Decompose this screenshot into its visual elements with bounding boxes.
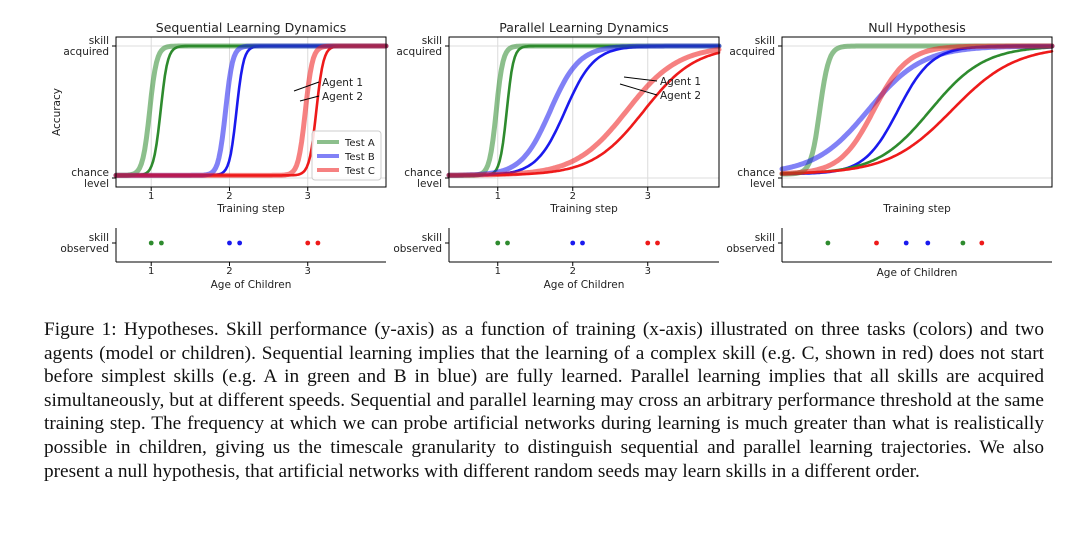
y-tick-label-skill: skill [89, 35, 109, 47]
observed-point-test-c [979, 240, 985, 246]
panel-title: Parallel Learning Dynamics [499, 20, 668, 35]
observed-x-axis-label: Age of Children [544, 279, 625, 291]
y-tick-label-level: level [417, 178, 442, 190]
x-tick-label: 2 [570, 191, 576, 202]
y-tick-label-chance: chance [737, 167, 775, 179]
observed-x-tick-label: 3 [645, 266, 651, 277]
panel-3: Null Hypothesis Training step skillacquire… [729, 20, 1055, 215]
figure-caption: Figure 1: Hypotheses. Skill performance … [44, 319, 1044, 482]
panel-1: Sequential Learning Dynamics 1 2 3 Training … [51, 20, 389, 215]
observed-x-tick-label: 3 [305, 266, 311, 277]
observed-point-test-b [570, 240, 576, 246]
y-tick-label-acquired: acquired [63, 46, 109, 58]
curve-test-c-agent-1 [446, 47, 722, 178]
hypotheses-figure: Sequential Learning Dynamics 1 2 3 Training … [51, 20, 1055, 291]
observed-point-test-b [903, 240, 909, 246]
x-tick-label: 1 [148, 191, 154, 202]
observed-point-test-c [645, 240, 651, 246]
observed-y-label-skill: skill [755, 232, 775, 244]
observed-x-axis-label: Age of Children [211, 279, 292, 291]
x-tick-label: 3 [645, 191, 651, 202]
observed-y-label-skill: skill [89, 232, 109, 244]
observed-point-test-a [960, 240, 966, 246]
observed-x-tick-label: 2 [226, 266, 232, 277]
annotation-arrow-agent-2 [619, 83, 658, 96]
legend-label: Test C [344, 166, 375, 177]
panel-title: Null Hypothesis [868, 20, 966, 35]
observed-point-test-b [580, 240, 585, 246]
x-tick-label: 1 [495, 191, 501, 202]
observed-point-test-b [237, 240, 243, 246]
axes-frame [115, 36, 387, 188]
y-tick-label-skill: skill [755, 35, 775, 47]
x-tick-label: 3 [305, 191, 311, 202]
observed-point-test-c [655, 240, 660, 246]
observed-point-test-a [825, 240, 831, 246]
x-axis-label: Training step [882, 203, 951, 215]
y-tick-label-chance: chance [71, 167, 109, 179]
curve-test-c-agent-1 [113, 43, 389, 178]
y-axis-label: Accuracy [51, 88, 63, 136]
x-axis-label: Training step [216, 203, 285, 215]
panel-title: Sequential Learning Dynamics [156, 20, 346, 35]
annotation-agent-1: Agent 1 [660, 76, 701, 88]
annotation-arrow-agent-1 [623, 76, 658, 82]
observed-point-test-a [495, 240, 501, 246]
observed-point-test-a [158, 240, 164, 246]
observed-point-test-b [227, 240, 232, 246]
annotation-agent-2: Agent 2 [660, 90, 701, 102]
annotation-arrow-agent-1 [293, 81, 320, 92]
y-tick-label-chance: chance [404, 167, 442, 179]
observed-y-label-observed: observed [726, 243, 775, 255]
panel-2: Parallel Learning Dynamics 1 2 3 Training st… [396, 20, 722, 215]
observed-point-test-a [505, 240, 510, 246]
annotation-agent-1: Agent 1 [322, 77, 363, 89]
observed-point-test-b [925, 240, 931, 246]
observed-x-tick-label: 1 [148, 266, 154, 277]
observed-x-tick-label: 1 [495, 266, 501, 277]
y-tick-label-level: level [750, 178, 775, 190]
axes-frame [448, 36, 720, 188]
x-tick-label: 2 [226, 191, 232, 202]
curve-test-c-agent-1 [779, 43, 1055, 176]
annotation-arrow-agent-2 [299, 95, 320, 102]
legend-label: Test B [344, 152, 375, 163]
observed-point-test-c [874, 240, 879, 246]
observed-point-test-c [305, 240, 311, 246]
axes-frame [781, 36, 1053, 188]
annotation-agent-2: Agent 2 [322, 91, 363, 103]
y-tick-label-skill: skill [422, 35, 442, 47]
observed-y-label-observed: observed [393, 243, 442, 255]
y-tick-label-level: level [84, 178, 109, 190]
observed-x-tick-label: 2 [570, 266, 576, 277]
y-tick-label-acquired: acquired [729, 46, 775, 58]
observed-point-test-a [148, 240, 154, 246]
legend-label: Test A [344, 138, 375, 149]
observed-x-axis-label: Age of Children [877, 267, 958, 279]
x-axis-label: Training step [549, 203, 618, 215]
observed-point-test-c [315, 240, 321, 246]
y-tick-label-acquired: acquired [396, 46, 442, 58]
observed-y-label-observed: observed [60, 243, 109, 255]
curve-test-c-agent-2 [780, 49, 1054, 175]
observed-y-label-skill: skill [422, 232, 442, 244]
